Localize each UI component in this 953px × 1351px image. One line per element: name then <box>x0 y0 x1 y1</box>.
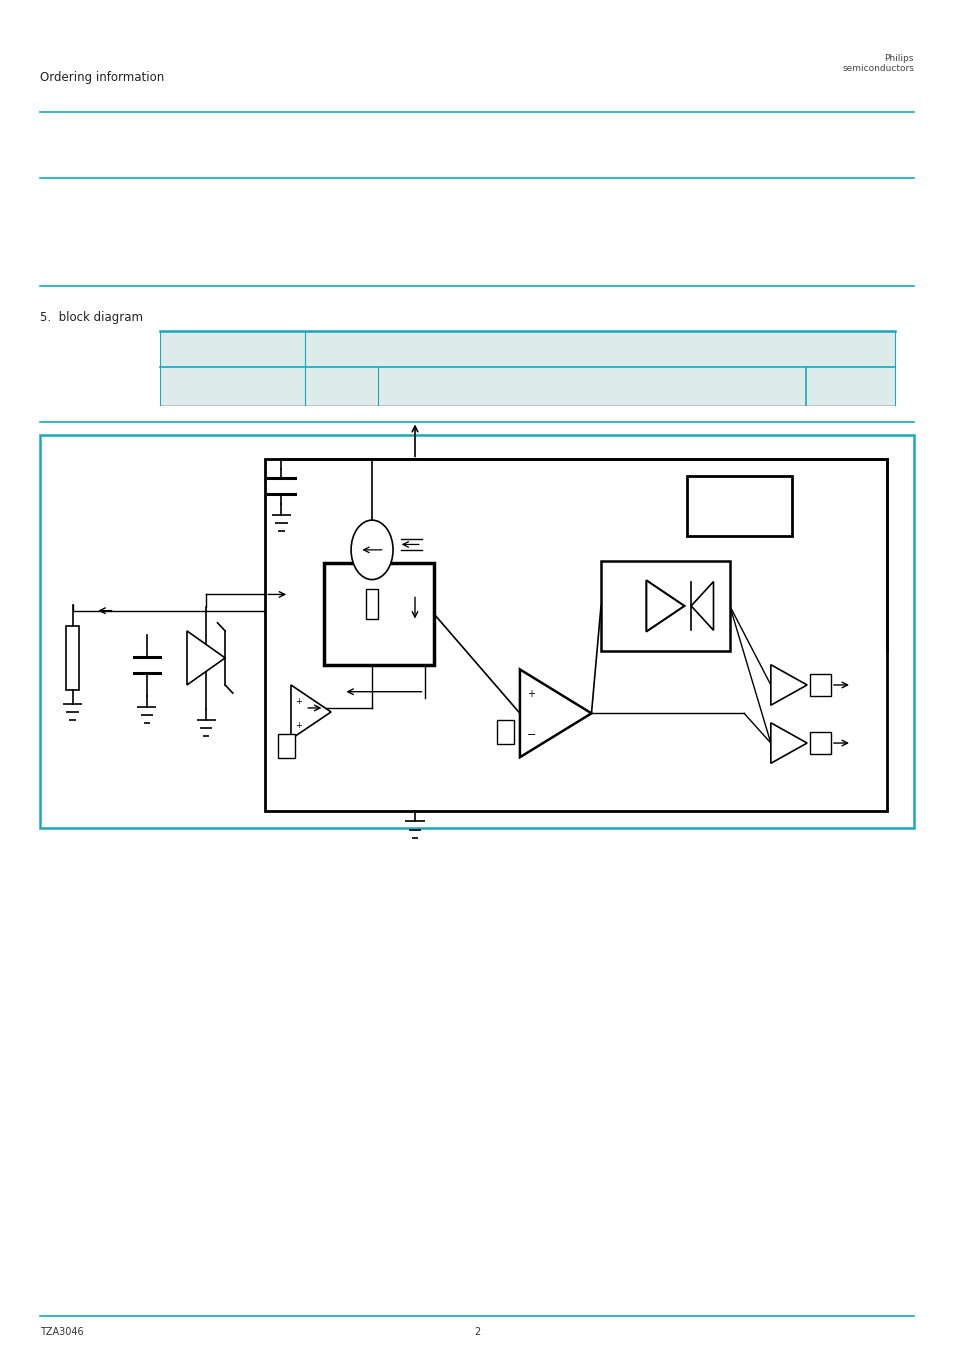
Bar <box>497 720 514 744</box>
Bar <box>324 563 434 665</box>
Text: +: + <box>294 721 302 730</box>
Bar <box>686 476 791 536</box>
Text: +: + <box>294 697 302 705</box>
Text: 5.  block diagram: 5. block diagram <box>40 311 143 324</box>
Polygon shape <box>291 685 331 739</box>
Text: TZA3046: TZA3046 <box>40 1327 84 1337</box>
Bar <box>40 435 913 828</box>
Text: −: − <box>526 730 536 740</box>
Polygon shape <box>646 581 683 632</box>
Polygon shape <box>770 665 806 705</box>
Polygon shape <box>187 631 225 685</box>
Text: 2: 2 <box>474 1327 479 1337</box>
Circle shape <box>351 520 393 580</box>
Bar <box>809 674 830 696</box>
Polygon shape <box>519 670 591 757</box>
Text: Philips
semiconductors: Philips semiconductors <box>841 54 913 73</box>
Bar <box>809 732 830 754</box>
Bar <box>265 459 886 811</box>
Bar <box>366 589 377 619</box>
Bar <box>277 734 294 758</box>
Bar <box>66 626 79 690</box>
Polygon shape <box>770 723 806 763</box>
Polygon shape <box>690 581 713 631</box>
Bar <box>160 331 894 405</box>
Text: +: + <box>527 689 535 700</box>
Text: Ordering information: Ordering information <box>40 70 164 84</box>
Bar <box>600 561 729 651</box>
